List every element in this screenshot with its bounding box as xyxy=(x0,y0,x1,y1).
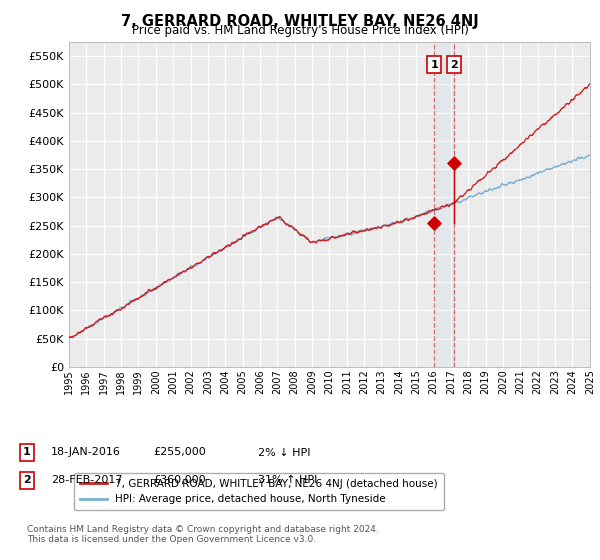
Text: 2: 2 xyxy=(450,59,458,69)
Text: 2% ↓ HPI: 2% ↓ HPI xyxy=(258,447,311,458)
Point xyxy=(430,218,439,227)
Bar xyxy=(434,42,454,367)
Text: £255,000: £255,000 xyxy=(153,447,206,458)
Text: Price paid vs. HM Land Registry's House Price Index (HPI): Price paid vs. HM Land Registry's House … xyxy=(131,24,469,37)
Text: 28-FEB-2017: 28-FEB-2017 xyxy=(51,475,122,486)
Text: 18-JAN-2016: 18-JAN-2016 xyxy=(51,447,121,458)
Text: 1: 1 xyxy=(431,59,439,69)
Text: £360,000: £360,000 xyxy=(153,475,206,486)
Text: 2: 2 xyxy=(23,475,31,486)
Legend: 7, GERRARD ROAD, WHITLEY BAY, NE26 4NJ (detached house), HPI: Average price, det: 7, GERRARD ROAD, WHITLEY BAY, NE26 4NJ (… xyxy=(74,473,444,510)
Text: 1: 1 xyxy=(23,447,31,458)
Text: 31% ↑ HPI: 31% ↑ HPI xyxy=(258,475,317,486)
Text: 7, GERRARD ROAD, WHITLEY BAY, NE26 4NJ: 7, GERRARD ROAD, WHITLEY BAY, NE26 4NJ xyxy=(121,14,479,29)
Point xyxy=(449,159,458,168)
Text: Contains HM Land Registry data © Crown copyright and database right 2024.
This d: Contains HM Land Registry data © Crown c… xyxy=(27,525,379,544)
